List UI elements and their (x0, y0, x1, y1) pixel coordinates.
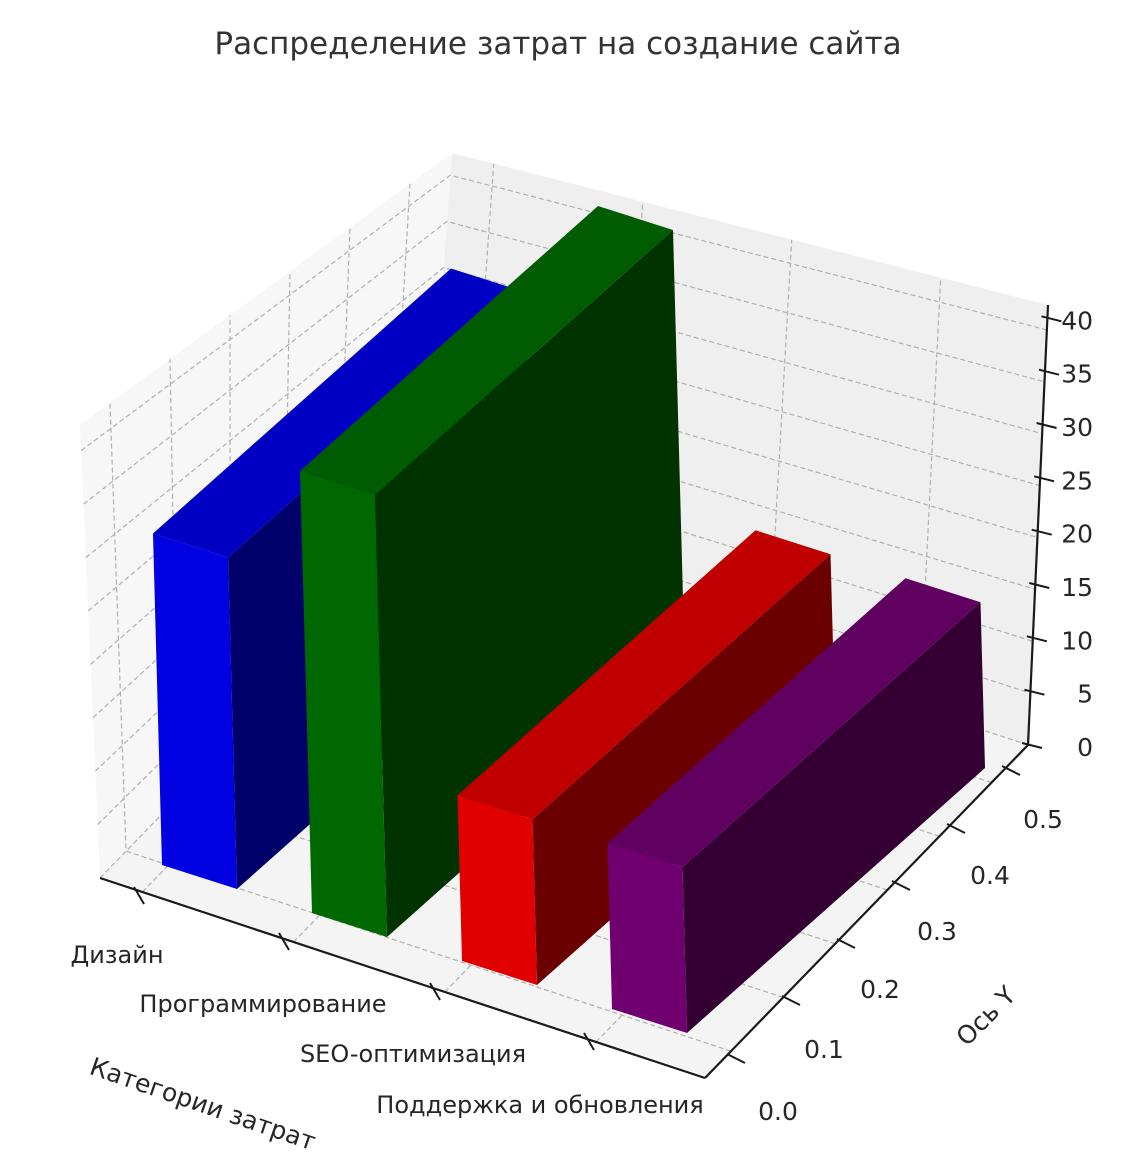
z-axis-line (1026, 304, 1050, 746)
z-gridline (85, 266, 1043, 558)
x-tick-label: Дизайн (70, 941, 163, 969)
z-tick-mark (1041, 315, 1062, 323)
z-tick-mark (1031, 528, 1052, 536)
x-tick-label: Программирование (139, 990, 386, 1018)
y-axis-label: Ось Y (951, 980, 1022, 1051)
y-tick-mark (836, 938, 856, 949)
z-tick-mark (1021, 742, 1043, 749)
bar-top-face (457, 530, 831, 820)
y-tick-mark (946, 823, 966, 834)
x-tick-label: Поддержка и обновления (376, 1091, 703, 1119)
y-tick-label: 0.0 (758, 1097, 798, 1126)
z-tick-label: 10 (1061, 626, 1093, 655)
bar-front-face (457, 795, 537, 985)
x-tick-mark (429, 982, 441, 1001)
bar-side-face (375, 230, 685, 937)
bar-top-face (607, 578, 981, 868)
x-tick-mark (278, 932, 290, 951)
bar-front-face (153, 533, 237, 889)
z-tick-label: 25 (1061, 466, 1093, 495)
y-tick-label: 0.2 (860, 975, 900, 1004)
x-axis-line (99, 876, 706, 1080)
z-tick-label: 5 (1077, 680, 1093, 709)
z-tick-mark (1024, 688, 1045, 696)
bar-top-face (153, 268, 526, 558)
y-tick-label: 0.3 (917, 917, 957, 946)
x-axis-label: Категории затрат (86, 1052, 319, 1156)
z-gridline (83, 220, 1045, 505)
z-tick-mark (1026, 635, 1048, 643)
z-tick-mark (1033, 475, 1055, 483)
y-tick-label: 0.1 (804, 1035, 844, 1064)
y-axis-line (704, 744, 1029, 1079)
bar-side-face (532, 554, 835, 985)
z-tick-mark (1036, 422, 1057, 429)
x-tick-label: SEO-оптимизация (300, 1040, 526, 1068)
z-tick-label: 0 (1077, 733, 1093, 762)
bar-top-face (300, 206, 673, 495)
y-tick-mark (891, 880, 911, 891)
bars (153, 206, 985, 1033)
y-tick-mark (781, 995, 801, 1006)
y-gridline (109, 403, 732, 1052)
y-tick-mark (726, 1053, 746, 1064)
x-tick-mark (583, 1032, 595, 1051)
z-tick-label: 30 (1061, 413, 1093, 442)
tick-labels: 0 5 10 15 20 25 30 35 40 0.0 0.1 0.2 0.3 0.4 0.5 Дизайн… (70, 306, 1093, 1126)
bar-front-face (607, 843, 687, 1033)
chart-title: Распределение затрат на создание сайта (214, 26, 901, 62)
y-tick-label: 0.5 (1023, 805, 1063, 834)
bar-2 (457, 530, 835, 985)
z-tick-mark (1029, 582, 1050, 589)
bar-front-face (300, 471, 387, 937)
z-tick-label: 35 (1061, 360, 1093, 389)
axis-lines (99, 304, 1050, 1080)
bar-side-face (682, 602, 985, 1033)
bar-1 (300, 206, 685, 937)
z-tick-label: 40 (1061, 306, 1093, 335)
z-tick-label: 15 (1061, 573, 1093, 602)
x-tick-mark (133, 886, 145, 905)
z-gridline (80, 174, 1048, 452)
y-tick-mark (1001, 765, 1021, 776)
z-tick-label: 20 (1061, 520, 1093, 549)
bar-3 (607, 578, 985, 1033)
z-tick-mark (1038, 368, 1060, 376)
y-tick-label: 0.4 (970, 861, 1010, 890)
